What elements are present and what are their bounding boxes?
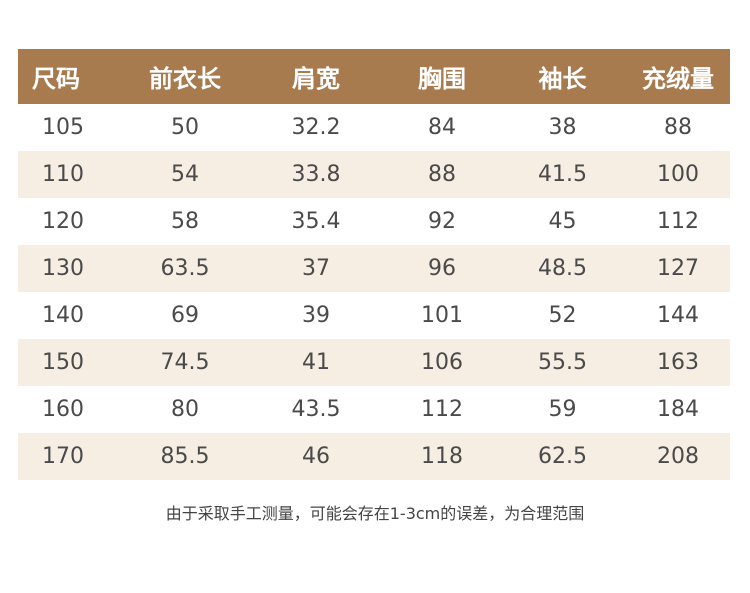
measurement-note: 由于采取手工测量，可能会存在1-3cm的误差，为合理范围 (165, 504, 585, 523)
cell-size: 140 (18, 292, 123, 339)
cell-sleeve-length: 41.5 (499, 151, 626, 198)
header-row: 尺码 前衣长 肩宽 胸围 袖长 充绒量 (18, 49, 730, 104)
cell-chest: 112 (385, 386, 499, 433)
cell-chest: 118 (385, 433, 499, 480)
header-shoulder-width: 肩宽 (247, 49, 385, 104)
cell-front-length: 80 (123, 386, 247, 433)
table-body: 105 50 32.2 84 38 88 110 54 33.8 88 41.5 100 120 58 35… (18, 104, 730, 480)
header-size: 尺码 (18, 49, 123, 104)
cell-front-length: 54 (123, 151, 247, 198)
table-row: 105 50 32.2 84 38 88 (18, 104, 730, 151)
cell-shoulder-width: 32.2 (247, 104, 385, 151)
cell-chest: 106 (385, 339, 499, 386)
cell-down-fill: 184 (626, 386, 730, 433)
cell-sleeve-length: 59 (499, 386, 626, 433)
table-row: 170 85.5 46 118 62.5 208 (18, 433, 730, 480)
cell-shoulder-width: 43.5 (247, 386, 385, 433)
cell-sleeve-length: 48.5 (499, 245, 626, 292)
cell-front-length: 69 (123, 292, 247, 339)
cell-chest: 88 (385, 151, 499, 198)
table-row: 120 58 35.4 92 45 112 (18, 198, 730, 245)
cell-size: 160 (18, 386, 123, 433)
cell-size: 170 (18, 433, 123, 480)
cell-size: 110 (18, 151, 123, 198)
cell-sleeve-length: 45 (499, 198, 626, 245)
cell-down-fill: 144 (626, 292, 730, 339)
table-row: 140 69 39 101 52 144 (18, 292, 730, 339)
cell-sleeve-length: 38 (499, 104, 626, 151)
cell-chest: 92 (385, 198, 499, 245)
cell-front-length: 85.5 (123, 433, 247, 480)
cell-down-fill: 163 (626, 339, 730, 386)
table-row: 110 54 33.8 88 41.5 100 (18, 151, 730, 198)
header-down-fill: 充绒量 (626, 49, 730, 104)
cell-front-length: 50 (123, 104, 247, 151)
cell-shoulder-width: 35.4 (247, 198, 385, 245)
cell-down-fill: 208 (626, 433, 730, 480)
cell-shoulder-width: 39 (247, 292, 385, 339)
cell-size: 105 (18, 104, 123, 151)
header-front-length: 前衣长 (123, 49, 247, 104)
cell-sleeve-length: 52 (499, 292, 626, 339)
table-header: 尺码 前衣长 肩宽 胸围 袖长 充绒量 (18, 49, 730, 104)
cell-front-length: 63.5 (123, 245, 247, 292)
cell-front-length: 58 (123, 198, 247, 245)
cell-shoulder-width: 41 (247, 339, 385, 386)
cell-chest: 101 (385, 292, 499, 339)
cell-chest: 84 (385, 104, 499, 151)
header-sleeve-length: 袖长 (499, 49, 626, 104)
cell-size: 120 (18, 198, 123, 245)
size-chart-table: 尺码 前衣长 肩宽 胸围 袖长 充绒量 105 50 32.2 84 38 88 110 54… (18, 49, 730, 480)
cell-down-fill: 127 (626, 245, 730, 292)
cell-size: 130 (18, 245, 123, 292)
table-row: 130 63.5 37 96 48.5 127 (18, 245, 730, 292)
cell-front-length: 74.5 (123, 339, 247, 386)
table-row: 160 80 43.5 112 59 184 (18, 386, 730, 433)
cell-sleeve-length: 62.5 (499, 433, 626, 480)
cell-shoulder-width: 33.8 (247, 151, 385, 198)
table-row: 150 74.5 41 106 55.5 163 (18, 339, 730, 386)
cell-chest: 96 (385, 245, 499, 292)
cell-shoulder-width: 37 (247, 245, 385, 292)
header-chest: 胸围 (385, 49, 499, 104)
cell-size: 150 (18, 339, 123, 386)
cell-sleeve-length: 55.5 (499, 339, 626, 386)
cell-down-fill: 112 (626, 198, 730, 245)
cell-shoulder-width: 46 (247, 433, 385, 480)
cell-down-fill: 100 (626, 151, 730, 198)
cell-down-fill: 88 (626, 104, 730, 151)
